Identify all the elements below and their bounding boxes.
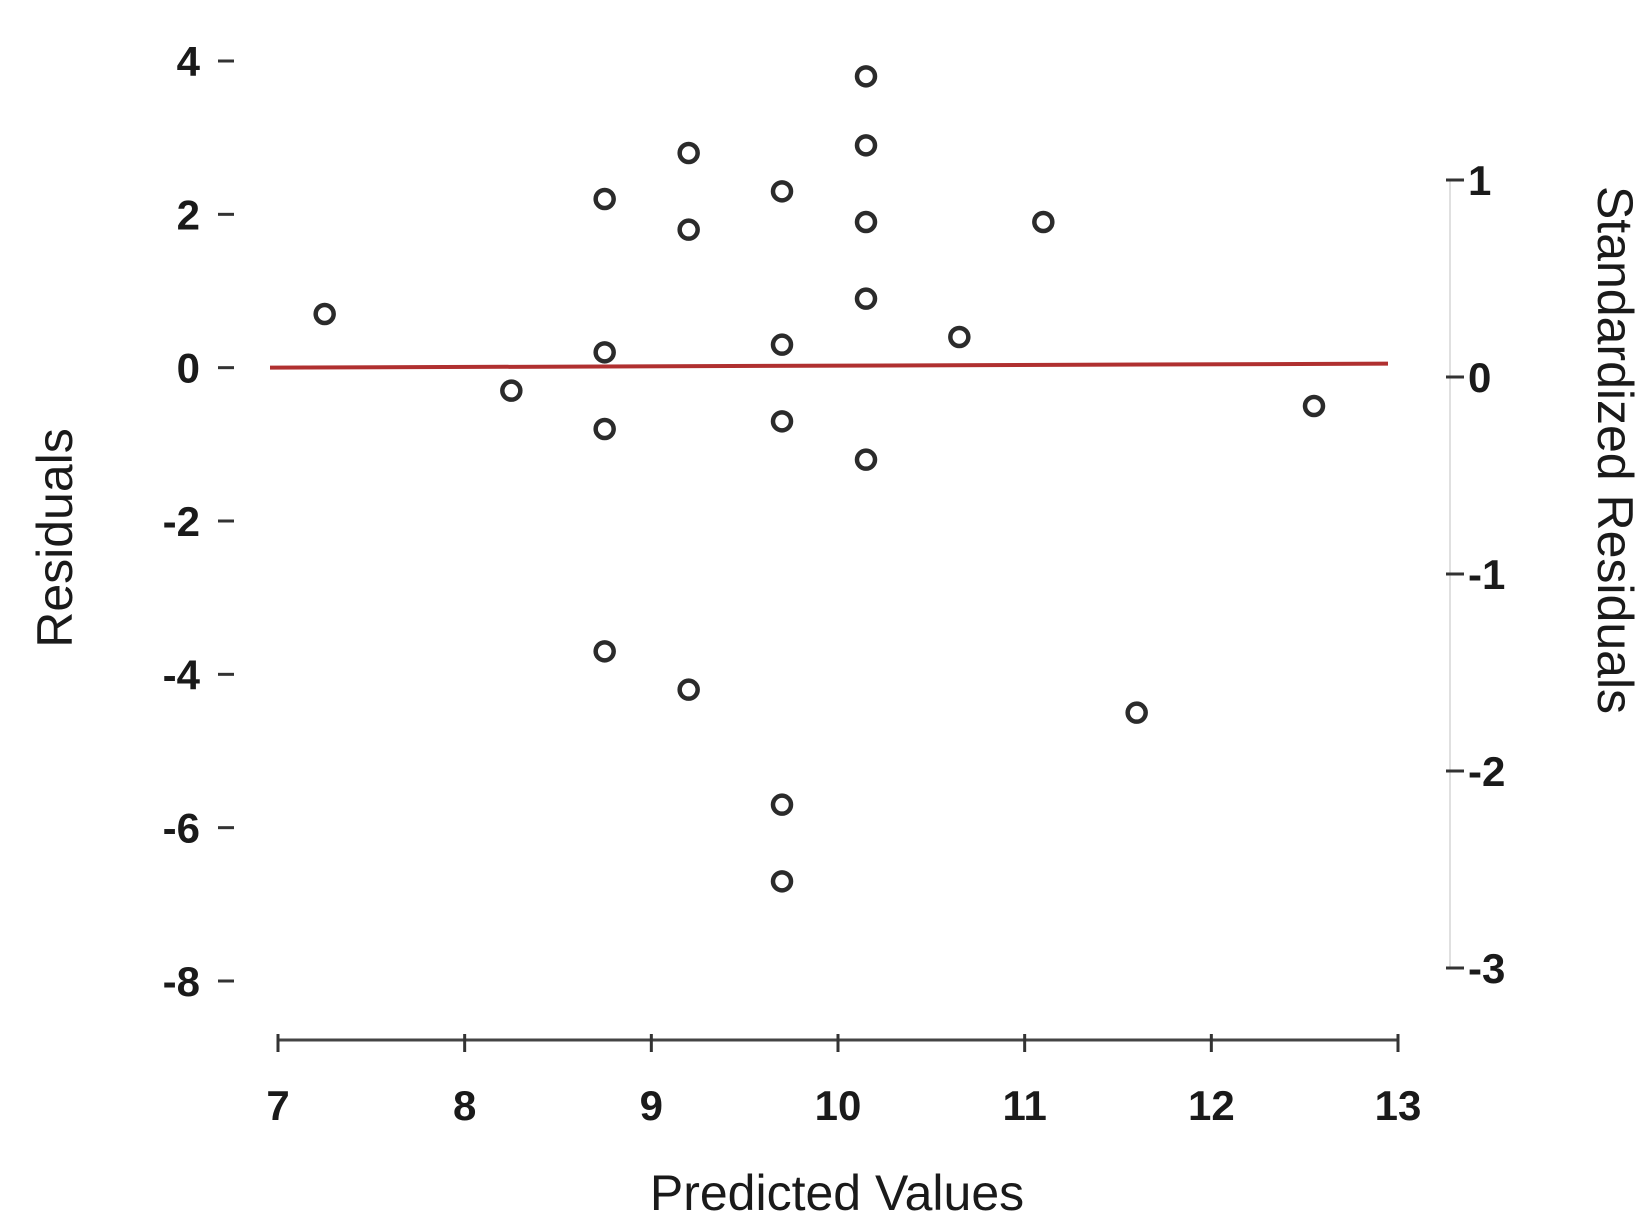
y-axis-title: Residuals [27,428,83,648]
y-tick-label: -4 [163,651,201,698]
data-point [770,180,794,203]
y2-tick-label: -1 [1468,551,1505,598]
y2-tick-label: 0 [1468,354,1491,401]
data-point [1302,394,1326,418]
data-point [593,341,616,364]
zero-reference-line [269,361,1389,370]
y-tick-label: -8 [163,958,200,1005]
x-tick-label: 13 [1375,1082,1422,1129]
data-point [677,678,700,701]
data-point [770,410,794,433]
data-point [593,187,616,211]
data-point [948,325,971,349]
data-points [313,65,1326,893]
y-tick-label: 0 [177,345,200,392]
y-tick-label: -2 [163,498,200,545]
data-point [854,287,878,310]
x-tick-label: 10 [815,1082,862,1129]
data-point [854,134,878,157]
y2-tick-label: 1 [1468,157,1491,204]
y2-tick-label: -2 [1468,748,1505,795]
data-point [313,302,336,326]
data-point [1125,701,1148,724]
left-y-axis: 4 2 0 -2 -4 -6 -8 [163,38,234,1005]
data-point [770,333,794,356]
x-tick-label: 7 [266,1082,289,1129]
data-point [593,640,616,663]
data-point [854,65,878,88]
data-point [854,448,878,471]
data-point [854,210,878,234]
y-tick-label: 4 [177,38,201,85]
data-point [677,141,700,165]
data-point [593,417,616,441]
data-point [770,870,794,893]
x-tick-label: 12 [1188,1082,1235,1129]
data-point [1032,210,1055,234]
x-axis-title: Predicted Values [650,1165,1024,1221]
data-point [500,379,523,402]
x-tick-label: 9 [640,1082,663,1129]
y2-axis-title: Standardized Residuals [1587,186,1643,714]
data-point [770,793,794,816]
y2-tick-label: -3 [1468,945,1505,992]
y-tick-label: 2 [177,191,200,238]
data-point [677,218,700,241]
x-tick-label: 11 [1002,1082,1046,1129]
x-tick-label: 8 [453,1082,476,1129]
right-y-axis: 1 0 -1 -2 -3 [1446,157,1505,992]
x-axis: 7 8 9 10 11 12 13 [266,1034,1421,1129]
y-tick-label: -6 [163,805,200,852]
